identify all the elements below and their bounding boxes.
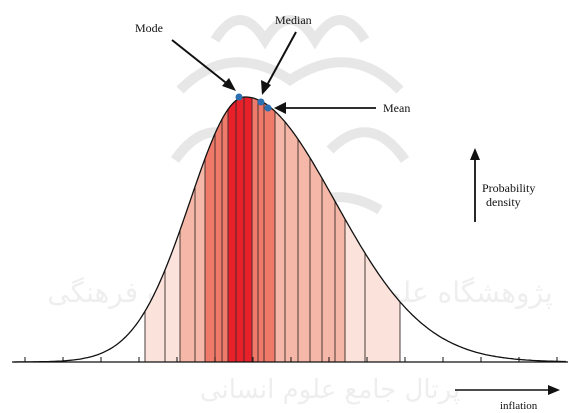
mode-marker (235, 93, 243, 101)
density-label-line2: density (486, 195, 521, 209)
density-band (228, 97, 252, 362)
density-band (205, 97, 228, 362)
median-arrow (261, 31, 297, 95)
density-band (145, 97, 180, 362)
mean-label: Mean (383, 101, 410, 115)
x-axis-label: inflation (500, 400, 538, 412)
density-band (252, 97, 275, 362)
density-bands (145, 97, 400, 362)
density-band (180, 97, 205, 362)
density-arrow (470, 148, 480, 222)
median-marker (257, 98, 265, 106)
mode-label: Mode (135, 21, 163, 35)
density-label-line1: Probability (482, 181, 535, 195)
x-axis-ticks (24, 357, 558, 362)
inflation-arrow (455, 385, 560, 395)
median-label: Median (275, 13, 312, 27)
mean-arrow (274, 102, 376, 114)
probability-density-curve (14, 96, 566, 363)
mode-arrow (171, 39, 236, 91)
mean-marker (264, 104, 272, 112)
watermark-text-line2: پرتال جامع علوم انسانی (200, 375, 460, 405)
